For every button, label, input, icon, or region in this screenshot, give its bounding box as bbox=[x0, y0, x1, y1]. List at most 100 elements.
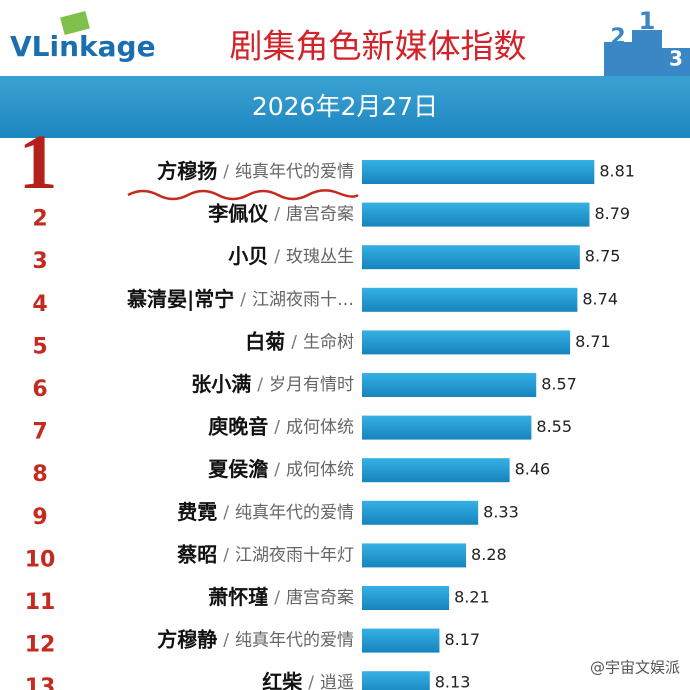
rank: 11 bbox=[25, 590, 56, 615]
drama-name: 唐宫奇案 bbox=[286, 587, 354, 608]
drama-name: 江湖夜雨十年灯 bbox=[235, 545, 354, 565]
bar bbox=[362, 330, 571, 355]
row-label: 萧怀瑾 / 唐宫奇案 bbox=[208, 585, 354, 609]
separator: / bbox=[274, 460, 280, 480]
separator: / bbox=[274, 247, 280, 267]
row-label: 方穆扬 / 纯真年代的爱情 bbox=[157, 159, 354, 183]
separator: / bbox=[223, 545, 229, 565]
character-name: 方穆扬 bbox=[157, 159, 217, 183]
separator: / bbox=[223, 503, 229, 523]
podium-label: 3 bbox=[669, 47, 683, 71]
podium: 2 1 3 bbox=[604, 7, 690, 76]
drama-name: 唐宫奇案 bbox=[286, 204, 354, 225]
row-label: 小贝 / 玫瑰丛生 bbox=[228, 244, 354, 268]
rank: 5 bbox=[32, 334, 47, 359]
bar bbox=[362, 245, 580, 270]
bar bbox=[362, 202, 590, 227]
row-label: 慕清晏|常宁 / 江湖夜雨十… bbox=[127, 286, 354, 310]
drama-name: 生命树 bbox=[303, 332, 354, 352]
rank: 12 bbox=[25, 633, 56, 658]
character-name: 萧怀瑾 bbox=[208, 585, 268, 609]
row-label: 张小满 / 岁月有情时 bbox=[191, 372, 354, 396]
character-name: 李佩仪 bbox=[207, 201, 269, 225]
value-label: 8.17 bbox=[444, 630, 480, 649]
bar bbox=[362, 458, 510, 483]
character-name: 夏侯澹 bbox=[208, 457, 268, 481]
row-label: 费霓 / 纯真年代的爱情 bbox=[177, 499, 354, 523]
separator: / bbox=[274, 418, 280, 438]
character-name: 慕清晏|常宁 bbox=[127, 286, 234, 310]
podium-label: 2 bbox=[610, 25, 625, 50]
character-name: 蔡昭 bbox=[176, 542, 217, 566]
separator: / bbox=[223, 631, 229, 651]
drama-name: 岁月有情时 bbox=[269, 375, 354, 395]
separator: / bbox=[257, 375, 263, 395]
drama-name: 逍遥 bbox=[320, 673, 354, 690]
drama-name: 纯真年代的爱情 bbox=[235, 631, 354, 651]
drama-name: 成何体统 bbox=[286, 418, 354, 438]
value-label: 8.33 bbox=[483, 502, 519, 521]
separator: / bbox=[274, 588, 280, 608]
podium-block bbox=[662, 48, 690, 76]
subtitle: 2026年2月27日 bbox=[252, 92, 438, 121]
watermark: @宇宙文娱派 bbox=[590, 659, 680, 677]
character-name: 小贝 bbox=[228, 244, 268, 268]
separator: / bbox=[291, 332, 297, 352]
date-band bbox=[0, 76, 690, 138]
value-label: 8.75 bbox=[585, 247, 621, 266]
rank: 13 bbox=[25, 675, 56, 690]
rank: 7 bbox=[32, 420, 47, 445]
drama-name: 纯真年代的爱情 bbox=[235, 162, 354, 182]
row-label: 夏侯澹 / 成何体统 bbox=[208, 457, 354, 481]
podium-label: 1 bbox=[639, 7, 656, 35]
value-label: 8.13 bbox=[435, 673, 471, 690]
value-label: 8.71 bbox=[575, 332, 611, 351]
row-label: 李佩仪 / 唐宫奇案 bbox=[207, 201, 354, 225]
drama-name: 成何体统 bbox=[286, 460, 354, 480]
row-label: 蔡昭 / 江湖夜雨十年灯 bbox=[176, 542, 354, 566]
bar bbox=[362, 671, 430, 690]
rank: 9 bbox=[32, 505, 47, 530]
bar bbox=[362, 373, 537, 397]
logo: VLinkage bbox=[10, 30, 156, 63]
value-label: 8.81 bbox=[599, 162, 635, 181]
bar bbox=[362, 586, 450, 610]
row-label: 红柴 / 逍遥 bbox=[262, 670, 354, 690]
character-name: 费霓 bbox=[177, 499, 217, 523]
bar bbox=[362, 543, 467, 568]
separator: / bbox=[274, 205, 280, 225]
drama-name: 玫瑰丛生 bbox=[286, 247, 354, 267]
row-label: 白菊 / 生命树 bbox=[245, 329, 354, 353]
rank: 10 bbox=[25, 547, 56, 572]
value-label: 8.57 bbox=[541, 375, 577, 394]
rank: 8 bbox=[32, 462, 47, 487]
bar bbox=[362, 415, 532, 440]
value-label: 8.28 bbox=[471, 545, 507, 564]
chart-title: 剧集角色新媒体指数 bbox=[230, 27, 527, 66]
character-name: 庾晚音 bbox=[208, 414, 268, 438]
rank: 6 bbox=[32, 377, 47, 402]
value-label: 8.55 bbox=[536, 417, 572, 436]
character-name: 张小满 bbox=[191, 372, 251, 396]
character-name: 红柴 bbox=[262, 670, 303, 690]
rank: 3 bbox=[32, 249, 47, 274]
character-name: 白菊 bbox=[245, 329, 285, 353]
value-label: 8.46 bbox=[515, 460, 551, 479]
row-label: 方穆静 / 纯真年代的爱情 bbox=[157, 627, 354, 651]
value-label: 8.21 bbox=[454, 588, 490, 607]
logo-icon bbox=[60, 10, 90, 36]
separator: / bbox=[308, 673, 314, 690]
row-label: 庾晚音 / 成何体统 bbox=[208, 414, 354, 438]
bar bbox=[362, 287, 578, 312]
character-name: 方穆静 bbox=[157, 627, 217, 651]
rank: 1 bbox=[19, 118, 58, 205]
rank: 2 bbox=[32, 207, 47, 232]
drama-name: 纯真年代的爱情 bbox=[235, 503, 354, 523]
bar bbox=[362, 628, 440, 653]
value-label: 8.79 bbox=[594, 204, 630, 223]
value-label: 8.74 bbox=[582, 289, 618, 308]
rank: 4 bbox=[32, 292, 47, 317]
drama-name: 江湖夜雨十… bbox=[252, 290, 354, 310]
separator: / bbox=[240, 290, 246, 310]
